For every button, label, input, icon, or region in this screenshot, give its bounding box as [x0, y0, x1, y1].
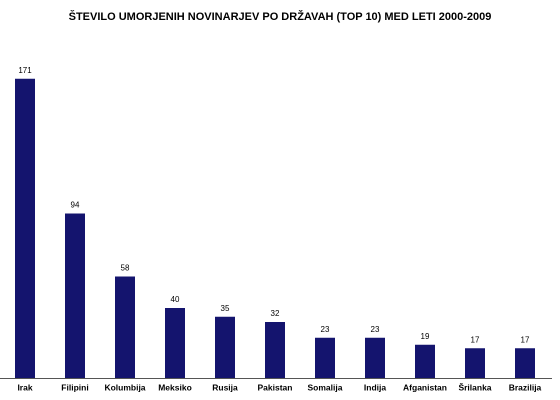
value-label: 94 — [71, 201, 80, 210]
x-tick-label: Brazilija — [509, 382, 542, 392]
value-label: 17 — [521, 335, 530, 344]
value-label: 19 — [421, 332, 430, 341]
bar — [115, 276, 135, 378]
bar — [165, 308, 185, 378]
value-label: 171 — [18, 66, 32, 75]
x-tick-label: Irak — [17, 382, 32, 392]
value-label: 58 — [121, 264, 130, 273]
bar — [365, 337, 385, 378]
x-tick-label: Rusija — [212, 382, 238, 392]
bar — [265, 322, 285, 378]
value-label: 23 — [371, 325, 380, 334]
x-tick-label: Šrilanka — [458, 381, 491, 392]
bar — [415, 344, 435, 378]
value-label: 35 — [221, 304, 230, 313]
x-tick-label: Filipini — [61, 382, 88, 392]
x-tick-label: Somalija — [308, 382, 343, 392]
bar — [15, 78, 35, 378]
x-tick-label: Kolumbija — [104, 382, 145, 392]
value-label: 32 — [271, 309, 280, 318]
value-label: 17 — [471, 335, 480, 344]
x-tick-label: Indija — [364, 382, 386, 392]
x-tick-label: Afganistan — [403, 382, 447, 392]
bar — [315, 337, 335, 378]
chart-title: ŠTEVILO UMORJENIH NOVINARJEV PO DRŽAVAH … — [69, 10, 492, 23]
bar — [215, 316, 235, 378]
value-label: 40 — [171, 295, 180, 304]
bar — [65, 213, 85, 378]
value-label: 23 — [321, 325, 330, 334]
bar — [515, 348, 535, 378]
x-tick-label: Meksiko — [158, 382, 192, 392]
bar — [465, 348, 485, 378]
x-tick-label: Pakistan — [258, 382, 293, 392]
